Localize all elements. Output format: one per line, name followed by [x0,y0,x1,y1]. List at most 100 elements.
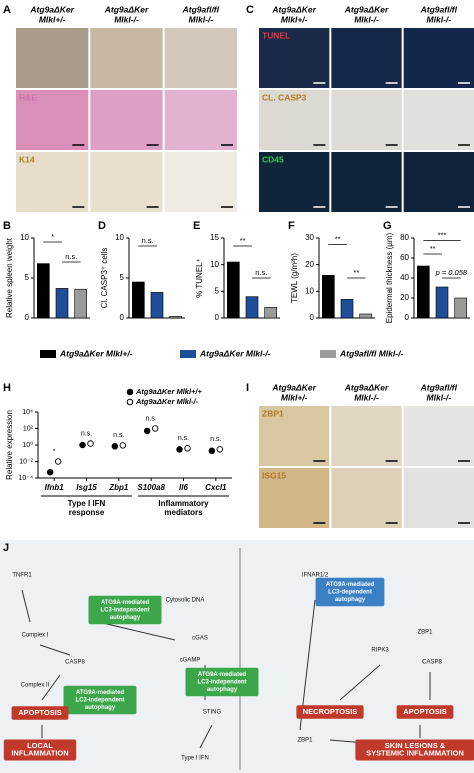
diagram-label: STING [203,710,222,716]
data-point [143,427,151,435]
diagram-label: SKIN LESIONS & [385,741,446,750]
micrograph [403,152,474,212]
column-header: Mlkl-/- [189,14,214,24]
row-label: TUNEL [262,30,290,40]
y-tick-label: 10⁻⁴ [19,475,34,482]
bar [340,299,354,319]
y-axis-label: Epidermal thickness (µm) [385,232,394,323]
significance-label: n.s. [113,432,124,439]
y-tick-label: 15 [210,233,219,242]
significance-label: ** [353,268,359,277]
bar [435,286,449,319]
diagram-label: Type I IFN [181,756,209,762]
data-point [216,446,224,453]
x-tick-label: Isg15 [76,483,97,492]
micrograph [331,152,402,212]
bar [264,307,277,319]
legend-swatch [180,350,196,358]
y-axis-label: Relative spleen weight [5,237,14,318]
y-tick-label: 10 [115,233,124,242]
diagram-label: autophagy [335,597,366,603]
significance-label: ** [430,244,436,253]
x-tick-label: Ifnb1 [45,483,65,492]
column-header: Atg9afl/fl [182,4,220,14]
bar [322,275,335,319]
panel-letter: I [246,382,249,394]
micrograph [403,406,474,466]
diagram-label: RIPK3 [371,648,389,654]
diagram-label: ATG9A-mediated [101,600,150,606]
y-axis-label: % TUNEL⁺ [195,258,204,298]
y-tick-label: 10 [210,260,219,269]
data-point [79,441,86,449]
column-header: Atg9afl/fl [420,4,458,14]
diagram-label: LC3-independent [101,608,150,614]
column-header: Mlkl-/- [354,392,379,402]
micrograph [16,28,89,88]
column-header: Atg9aΔKer [344,382,389,392]
column-header: Mlkl-/- [427,392,452,402]
micrograph [164,28,237,88]
panel-letter: D [98,220,106,232]
diagram-label: ATG9A-mediated [76,690,125,696]
row-label: ISG15 [262,470,286,480]
red-box [3,739,77,761]
panel-letter: G [383,220,392,232]
row-label: H&E [19,92,37,102]
significance-label: * [53,448,56,455]
micrograph [259,90,330,150]
legend-swatch [40,350,56,358]
data-point [46,468,54,476]
significance-label: * [51,232,54,241]
significance-label: n.s. [65,252,77,261]
row-label: ZBP1 [262,408,284,418]
y-tick-label: 10 [305,286,314,295]
y-tick-label: 40 [400,273,409,282]
bar [37,263,50,319]
significance-label: n.s. [142,236,154,245]
micrograph [331,468,402,528]
diagram-label: ATG9A-mediated [326,582,375,588]
legend-label: Atg9aΔKer Mlkl+/- [59,348,133,358]
data-point [54,458,62,465]
diagram-label: APOPTOSIS [18,708,62,717]
significance-label: n.s. [146,415,157,422]
diagram-label: Complex II [21,683,50,689]
diagram-label: Cytosolic DNA [166,598,205,604]
micrograph [403,468,474,528]
row-label: CL. CASP3 [262,92,307,102]
y-axis-label: Cl. CASP3⁺ cells [100,248,109,309]
panel-letter: F [288,220,295,232]
group-label: Type I IFN [68,499,106,508]
diagram-label: cGAMP [180,658,201,664]
y-tick-label: 10² [23,425,34,432]
micrograph [331,406,402,466]
diagram-label: LC3-independent [198,680,247,686]
panel-letter: A [3,4,11,16]
legend-label: Atg9aΔKer Mlkl-/- [135,397,199,406]
y-tick-label: 5 [120,273,125,282]
y-axis-label: TEWL (g/m²h) [290,253,299,303]
y-tick-label: 60 [400,253,409,262]
y-tick-label: 0 [215,313,220,322]
micrograph [403,28,474,88]
group-label: response [69,508,105,517]
row-label: K14 [19,154,35,164]
green-box [63,685,137,715]
diagram-label: INFLAMMATION [11,749,68,758]
y-tick-label: 10⁻² [19,458,33,465]
y-tick-label: 20 [400,293,409,302]
legend-label: Atg9aΔKer Mlkl-/- [199,348,271,358]
green-box [185,667,259,697]
data-point [151,425,159,432]
column-header: Mlkl+/- [39,14,66,24]
data-point [119,442,127,449]
data-point [208,447,216,455]
micrograph [259,468,330,528]
x-tick-label: S100a8 [137,483,165,492]
y-tick-label: 20 [305,260,314,269]
micrograph [164,152,237,212]
diagram-label: autophagy [110,615,141,621]
legend-marker [126,388,134,396]
